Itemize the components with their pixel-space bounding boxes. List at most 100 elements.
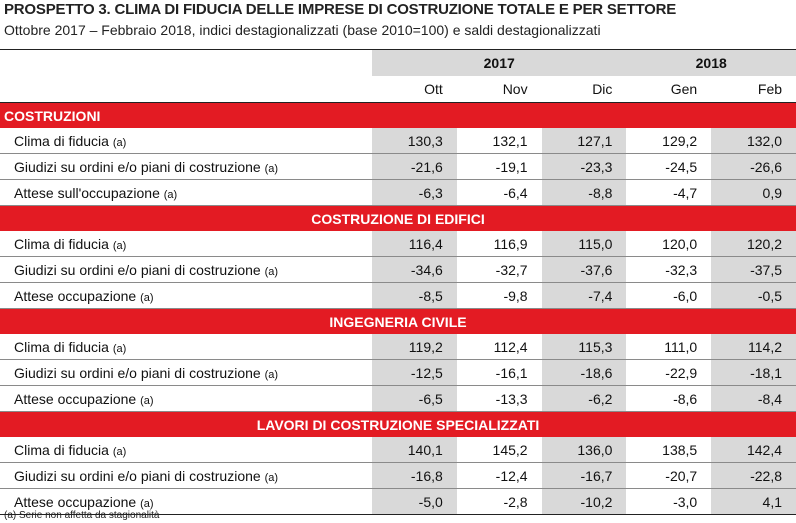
value-cell: -16,8: [372, 462, 457, 489]
value-cell: -37,6: [541, 256, 627, 283]
table-row: Giudizi su ordini e/o piani di costruzio…: [0, 153, 796, 180]
value-cell: -20,7: [626, 462, 712, 489]
month-header: Feb: [711, 76, 796, 103]
value-cell: 114,2: [711, 334, 796, 360]
year-header-row: 2017 2018: [0, 49, 796, 76]
value-cell: -4,7: [626, 179, 712, 206]
row-label: Clima di fiducia: [14, 132, 109, 149]
section-title: INGEGNERIA CIVILE: [0, 308, 796, 334]
value-cell: -18,1: [711, 359, 796, 386]
confidence-table: 2017 2018 Ott Nov Dic Gen Feb COSTRUZION…: [0, 49, 796, 515]
row-label: Clima di fiducia: [14, 235, 109, 252]
table-row: Giudizi su ordini e/o piani di costruzio…: [0, 256, 796, 283]
month-header: Dic: [541, 76, 627, 103]
row-label-cell: Giudizi su ordini e/o piani di costruzio…: [0, 153, 372, 180]
month-header-corner: [0, 76, 372, 103]
value-cell: -37,5: [711, 256, 796, 283]
value-cell: 129,2: [626, 128, 712, 154]
value-cell: -12,4: [456, 462, 542, 489]
value-cell: -3,0: [626, 488, 712, 515]
value-cell: -6,3: [372, 179, 457, 206]
row-label-cell: Clima di fiducia (a): [0, 334, 372, 360]
row-label-cell: Giudizi su ordini e/o piani di costruzio…: [0, 359, 372, 386]
value-cell: 120,0: [626, 231, 712, 257]
header-corner: [0, 49, 372, 76]
table-row: Clima di fiducia (a) 116,4 116,9 115,0 120,0…: [0, 231, 796, 257]
row-label: Giudizi su ordini e/o piani di costruzio…: [14, 364, 261, 381]
note-marker: (a): [140, 497, 154, 510]
table-row: Clima di fiducia (a) 119,2 112,4 115,3 111,0…: [0, 334, 796, 360]
value-cell: 132,1: [456, 128, 542, 154]
row-label: Giudizi su ordini e/o piani di costruzio…: [14, 158, 261, 175]
value-cell: 136,0: [541, 437, 627, 463]
table-row: Attese occupazione (a) -5,0 -2,8 -10,2 -3,0 4…: [0, 488, 796, 515]
value-cell: -7,4: [541, 282, 627, 309]
row-label-cell: Clima di fiducia (a): [0, 437, 372, 463]
value-cell: -21,6: [372, 153, 457, 180]
value-cell: -2,8: [456, 488, 542, 515]
value-cell: 116,4: [372, 231, 457, 257]
value-cell: 115,0: [541, 231, 627, 257]
row-label: Attese occupazione: [14, 493, 137, 510]
value-cell: -32,7: [456, 256, 542, 283]
section-header-row: LAVORI DI COSTRUZIONE SPECIALIZZATI: [0, 411, 796, 437]
row-label: Giudizi su ordini e/o piani di costruzio…: [14, 261, 261, 278]
value-cell: -10,2: [541, 488, 627, 515]
value-cell: 120,2: [711, 231, 796, 257]
month-header: Nov: [456, 76, 542, 103]
row-label-cell: Clima di fiducia (a): [0, 231, 372, 257]
value-cell: -5,0: [372, 488, 457, 515]
value-cell: -9,8: [456, 282, 542, 309]
value-cell: -8,8: [541, 179, 627, 206]
note-marker: (a): [264, 265, 279, 278]
note-marker: (a): [140, 291, 154, 304]
value-cell: -6,5: [372, 385, 457, 412]
row-label-cell: Clima di fiducia (a): [0, 128, 372, 154]
value-cell: -16,7: [541, 462, 627, 489]
table-row: Attese occupazione (a) -6,5 -13,3 -6,2 -8,6-…: [0, 385, 796, 412]
value-cell: -34,6: [372, 256, 457, 283]
value-cell: 111,0: [626, 334, 712, 360]
section-header-row: INGEGNERIA CIVILE: [0, 308, 796, 334]
value-cell: -13,3: [456, 385, 542, 412]
note-marker: (a): [264, 471, 279, 484]
table-title: PROSPETTO 3. CLIMA DI FIDUCIA DELLE IMPR…: [4, 1, 677, 18]
value-cell: -22,8: [711, 462, 796, 489]
row-label: Attese sull'occupazione: [14, 184, 160, 201]
value-cell: -8,6: [626, 385, 712, 412]
month-header: Ott: [372, 76, 457, 103]
value-cell: 119,2: [372, 334, 457, 360]
note-marker: (a): [112, 239, 127, 252]
row-label-cell: Attese occupazione (a): [0, 488, 372, 515]
note-marker: (a): [112, 445, 127, 458]
row-label-cell: Attese occupazione (a): [0, 282, 372, 309]
note-marker: (a): [112, 342, 127, 355]
value-cell: -6,4: [456, 179, 542, 206]
table-row: Clima di fiducia (a) 140,1 145,2 136,0 138,5…: [0, 437, 796, 463]
table-subtitle: Ottobre 2017 – Febbraio 2018, indici des…: [4, 22, 601, 38]
value-cell: -16,1: [456, 359, 542, 386]
row-label: Clima di fiducia: [14, 338, 109, 355]
row-label-cell: Giudizi su ordini e/o piani di costruzio…: [0, 462, 372, 489]
value-cell: 112,4: [456, 334, 542, 360]
section-title: COSTRUZIONI: [0, 102, 796, 128]
table-row: Giudizi su ordini e/o piani di costruzio…: [0, 359, 796, 386]
value-cell: 0,9: [711, 179, 796, 206]
month-header-row: Ott Nov Dic Gen Feb: [0, 76, 796, 103]
value-cell: -32,3: [626, 256, 712, 283]
value-cell: -23,3: [541, 153, 627, 180]
table-row: Clima di fiducia (a) 130,3 132,1 127,1 129,2…: [0, 128, 796, 154]
value-cell: 4,1: [711, 488, 796, 515]
note-marker: (a): [163, 188, 178, 201]
value-cell: -22,9: [626, 359, 712, 386]
value-cell: 145,2: [456, 437, 542, 463]
value-cell: -6,0: [626, 282, 712, 309]
row-label: Attese occupazione: [14, 390, 137, 407]
value-cell: -6,2: [541, 385, 627, 412]
row-label-cell: Attese sull'occupazione (a): [0, 179, 372, 206]
year-2017-header: 2017: [372, 49, 627, 76]
value-cell: -24,5: [626, 153, 712, 180]
section-header-row: COSTRUZIONE DI EDIFICI: [0, 205, 796, 231]
value-cell: 138,5: [626, 437, 712, 463]
note-marker: (a): [140, 394, 154, 407]
